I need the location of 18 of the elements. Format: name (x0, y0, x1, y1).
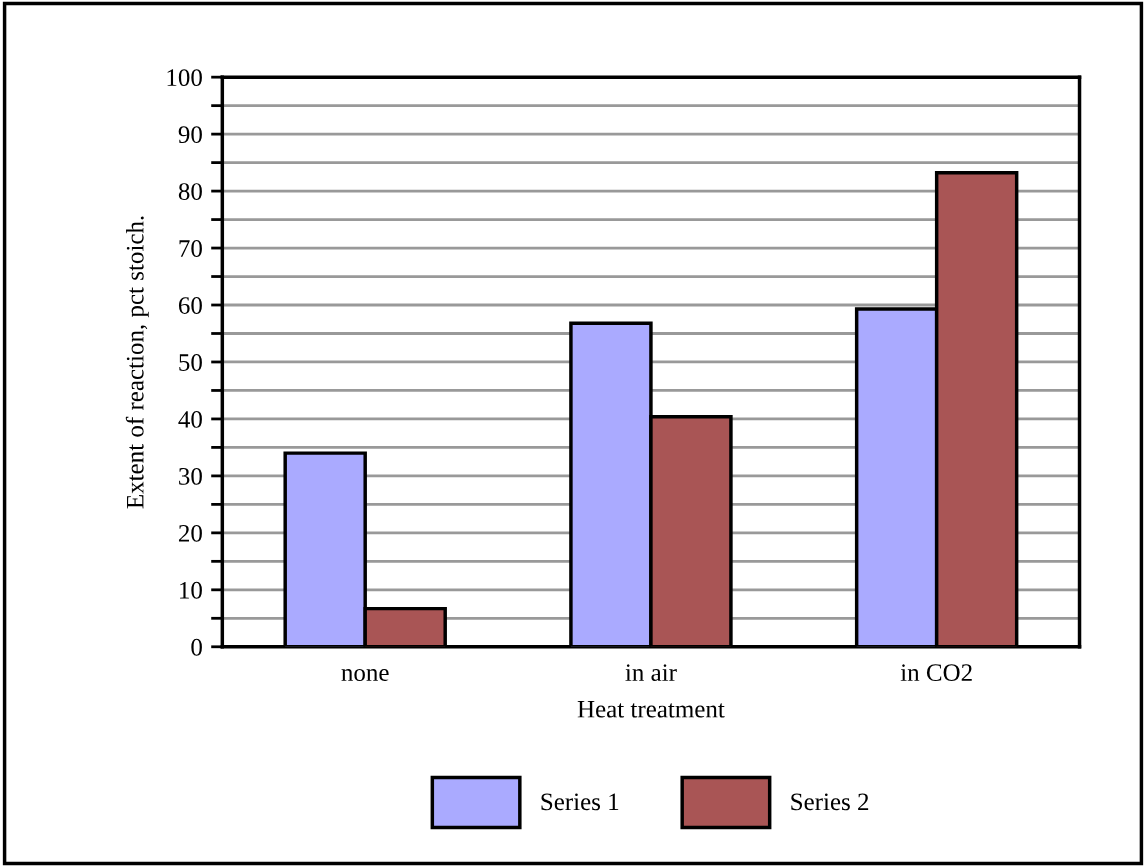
y-tick-label: 30 (179, 467, 202, 485)
x-tick-label: in air (625, 664, 677, 682)
y-tick-label: 10 (180, 581, 202, 599)
y-tick-label: 0 (191, 638, 202, 656)
y-tick-label: 60 (178, 297, 202, 314)
y-tick-label: 20 (178, 524, 202, 542)
y-tick-label: 70 (179, 240, 202, 257)
y-tick-label: 50 (179, 354, 202, 371)
x-tick-label: none (341, 669, 389, 682)
legend-label: Series 2 (791, 793, 869, 811)
y-tick-label: 100 (167, 69, 202, 87)
x-tick-label: in CO2 (900, 664, 972, 682)
legend-label: Series 1 (541, 793, 619, 811)
y-axis-title: Extent of reaction, pct stoich. (125, 216, 149, 509)
y-tick-label: 90 (178, 126, 202, 144)
x-axis-title: Heat treatment (577, 700, 725, 718)
y-tick-label: 40 (178, 410, 202, 428)
y-tick-label: 80 (178, 183, 202, 201)
